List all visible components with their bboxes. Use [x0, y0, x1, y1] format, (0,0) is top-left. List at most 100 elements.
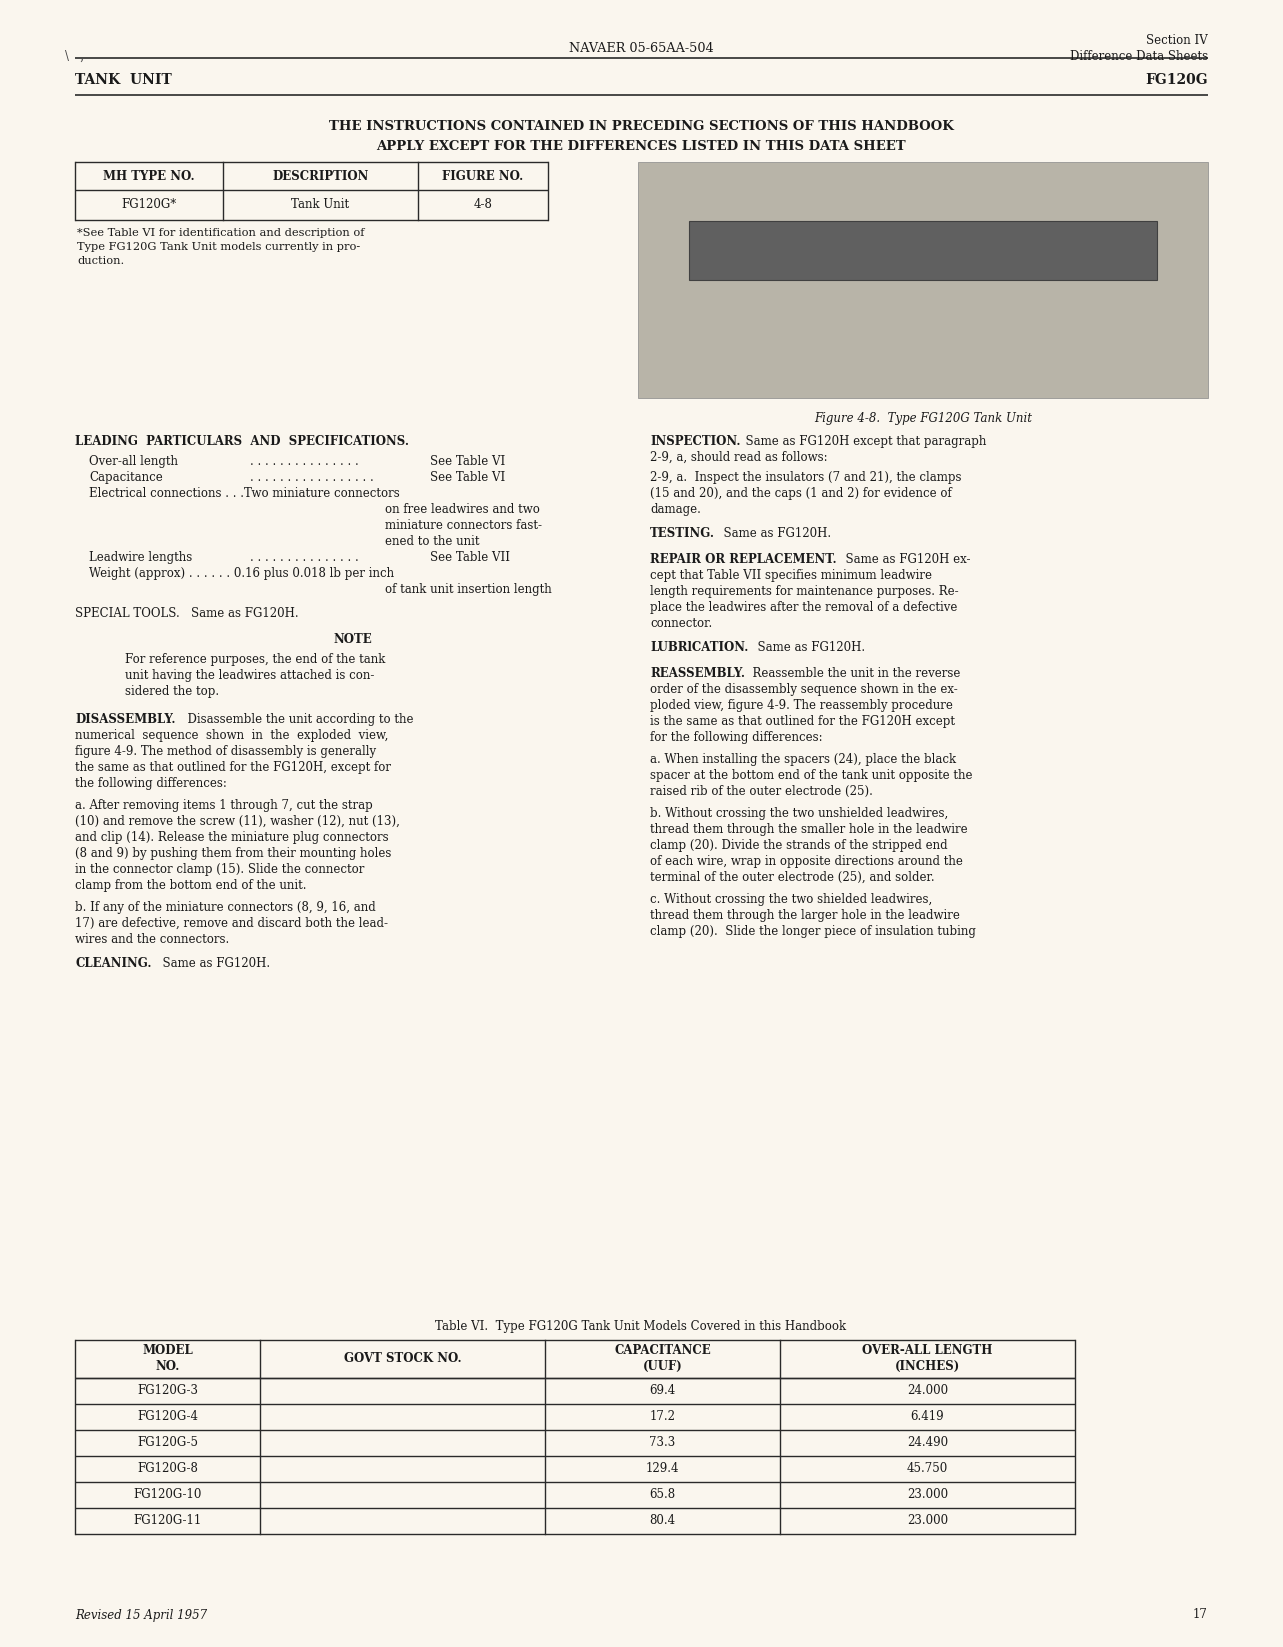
- Text: clamp from the bottom end of the unit.: clamp from the bottom end of the unit.: [74, 879, 307, 893]
- Text: spacer at the bottom end of the tank unit opposite the: spacer at the bottom end of the tank uni…: [650, 769, 973, 782]
- Text: FIGURE NO.: FIGURE NO.: [443, 170, 523, 183]
- Text: wires and the connectors.: wires and the connectors.: [74, 932, 230, 945]
- Text: sidered the top.: sidered the top.: [124, 685, 219, 698]
- Text: Leadwire lengths: Leadwire lengths: [89, 552, 192, 563]
- Text: ploded view, figure 4-9. The reassembly procedure: ploded view, figure 4-9. The reassembly …: [650, 698, 953, 712]
- Text: Type FG120G Tank Unit models currently in pro-: Type FG120G Tank Unit models currently i…: [77, 242, 361, 252]
- Text: *See Table VI for identification and description of: *See Table VI for identification and des…: [77, 227, 364, 239]
- Text: Capacitance: Capacitance: [89, 471, 163, 484]
- Text: raised rib of the outer electrode (25).: raised rib of the outer electrode (25).: [650, 786, 872, 799]
- Text: Same as FG120H except that paragraph: Same as FG120H except that paragraph: [738, 435, 987, 448]
- Text: \   ,: \ ,: [65, 49, 83, 63]
- Text: length requirements for maintenance purposes. Re-: length requirements for maintenance purp…: [650, 585, 958, 598]
- Text: . . . . . . . . . . . . . . . . .: . . . . . . . . . . . . . . . . .: [250, 471, 373, 484]
- Text: and clip (14). Release the miniature plug connectors: and clip (14). Release the miniature plu…: [74, 832, 389, 843]
- Text: clamp (20). Divide the strands of the stripped end: clamp (20). Divide the strands of the st…: [650, 838, 948, 851]
- Text: c. Without crossing the two shielded leadwires,: c. Without crossing the two shielded lea…: [650, 893, 933, 906]
- Text: duction.: duction.: [77, 255, 124, 267]
- Text: 24.490: 24.490: [907, 1436, 948, 1449]
- Text: 2-9, a.  Inspect the insulators (7 and 21), the clamps: 2-9, a. Inspect the insulators (7 and 21…: [650, 471, 961, 484]
- Text: CAPACITANCE: CAPACITANCE: [615, 1344, 711, 1357]
- Text: THE INSTRUCTIONS CONTAINED IN PRECEDING SECTIONS OF THIS HANDBOOK: THE INSTRUCTIONS CONTAINED IN PRECEDING …: [328, 120, 953, 133]
- Text: 24.000: 24.000: [907, 1385, 948, 1398]
- Text: 80.4: 80.4: [649, 1515, 676, 1527]
- Text: for the following differences:: for the following differences:: [650, 731, 822, 744]
- Text: (UUF): (UUF): [643, 1359, 683, 1372]
- Text: 4-8: 4-8: [473, 199, 493, 211]
- Text: numerical  sequence  shown  in  the  exploded  view,: numerical sequence shown in the exploded…: [74, 730, 389, 743]
- Text: INSPECTION.: INSPECTION.: [650, 435, 740, 448]
- Text: For reference purposes, the end of the tank: For reference purposes, the end of the t…: [124, 652, 385, 665]
- Text: b. Without crossing the two unshielded leadwires,: b. Without crossing the two unshielded l…: [650, 807, 948, 820]
- Text: DESCRIPTION: DESCRIPTION: [272, 170, 368, 183]
- Text: FG120G-4: FG120G-4: [137, 1410, 198, 1423]
- Text: Same as FG120H.: Same as FG120H.: [751, 641, 865, 654]
- Text: Same as FG120H.: Same as FG120H.: [155, 957, 271, 970]
- Text: damage.: damage.: [650, 502, 701, 516]
- Text: LEADING  PARTICULARS  AND  SPECIFICATIONS.: LEADING PARTICULARS AND SPECIFICATIONS.: [74, 435, 409, 448]
- Text: TESTING.: TESTING.: [650, 527, 715, 540]
- Text: Electrical connections . . .Two miniature connectors: Electrical connections . . .Two miniatur…: [89, 488, 400, 501]
- Text: SPECIAL TOOLS.   Same as FG120H.: SPECIAL TOOLS. Same as FG120H.: [74, 608, 299, 619]
- Text: connector.: connector.: [650, 618, 712, 631]
- Text: FG120G*: FG120G*: [122, 199, 177, 211]
- Text: See Table VI: See Table VI: [430, 455, 506, 468]
- Text: of tank unit insertion length: of tank unit insertion length: [385, 583, 552, 596]
- Text: 17) are defective, remove and discard both the lead-: 17) are defective, remove and discard bo…: [74, 917, 387, 931]
- Text: REPAIR OR REPLACEMENT.: REPAIR OR REPLACEMENT.: [650, 553, 837, 567]
- Text: 129.4: 129.4: [645, 1463, 679, 1476]
- Text: MODEL: MODEL: [142, 1344, 192, 1357]
- Bar: [689, 221, 1157, 280]
- Text: 17: 17: [1193, 1609, 1209, 1622]
- Text: LUBRlCATION.: LUBRlCATION.: [650, 641, 748, 654]
- Text: GOVT STOCK NO.: GOVT STOCK NO.: [344, 1352, 462, 1365]
- Text: 23.000: 23.000: [907, 1515, 948, 1527]
- Text: miniature connectors fast-: miniature connectors fast-: [385, 519, 541, 532]
- Text: Reassemble the unit in the reverse: Reassemble the unit in the reverse: [745, 667, 961, 680]
- Text: in the connector clamp (15). Slide the connector: in the connector clamp (15). Slide the c…: [74, 863, 364, 876]
- Text: Difference Data Sheets: Difference Data Sheets: [1070, 49, 1209, 63]
- Text: (8 and 9) by pushing them from their mounting holes: (8 and 9) by pushing them from their mou…: [74, 847, 391, 860]
- Text: APPLY EXCEPT FOR THE DIFFERENCES LISTED IN THIS DATA SHEET: APPLY EXCEPT FOR THE DIFFERENCES LISTED …: [376, 140, 906, 153]
- Text: Same as FG120H.: Same as FG120H.: [716, 527, 831, 540]
- Text: is the same as that outlined for the FG120H except: is the same as that outlined for the FG1…: [650, 715, 955, 728]
- Text: b. If any of the miniature connectors (8, 9, 16, and: b. If any of the miniature connectors (8…: [74, 901, 376, 914]
- Text: Same as FG120H ex-: Same as FG120H ex-: [838, 553, 970, 567]
- Text: thread them through the larger hole in the leadwire: thread them through the larger hole in t…: [650, 909, 960, 922]
- Text: 23.000: 23.000: [907, 1489, 948, 1502]
- Text: of each wire, wrap in opposite directions around the: of each wire, wrap in opposite direction…: [650, 855, 962, 868]
- Text: a. After removing items 1 through 7, cut the strap: a. After removing items 1 through 7, cut…: [74, 799, 373, 812]
- Text: (10) and remove the screw (11), washer (12), nut (13),: (10) and remove the screw (11), washer (…: [74, 815, 400, 828]
- Text: REASSEMBLY.: REASSEMBLY.: [650, 667, 745, 680]
- Text: cept that Table VII specifies minimum leadwire: cept that Table VII specifies minimum le…: [650, 568, 931, 581]
- Text: Tank Unit: Tank Unit: [291, 199, 349, 211]
- Text: ened to the unit: ened to the unit: [385, 535, 480, 548]
- Text: thread them through the smaller hole in the leadwire: thread them through the smaller hole in …: [650, 824, 967, 837]
- Text: DISASSEMBLY.: DISASSEMBLY.: [74, 713, 176, 726]
- Text: FG120G-5: FG120G-5: [137, 1436, 198, 1449]
- Text: . . . . . . . . . . . . . . .: . . . . . . . . . . . . . . .: [250, 552, 359, 563]
- Text: Section IV: Section IV: [1146, 35, 1209, 48]
- Bar: [638, 161, 1209, 399]
- Text: TANK  UNIT: TANK UNIT: [74, 72, 172, 87]
- Text: unit having the leadwires attached is con-: unit having the leadwires attached is co…: [124, 669, 375, 682]
- Text: Figure 4-8.  Type FG120G Tank Unit: Figure 4-8. Type FG120G Tank Unit: [813, 412, 1032, 425]
- Text: 73.3: 73.3: [649, 1436, 676, 1449]
- Text: on free leadwires and two: on free leadwires and two: [385, 502, 540, 516]
- Text: NAVAER 05-65AA-504: NAVAER 05-65AA-504: [568, 41, 713, 54]
- Text: (15 and 20), and the caps (1 and 2) for evidence of: (15 and 20), and the caps (1 and 2) for …: [650, 488, 952, 501]
- Text: 69.4: 69.4: [649, 1385, 676, 1398]
- Text: Disassemble the unit according to the: Disassemble the unit according to the: [180, 713, 413, 726]
- Text: FG120G: FG120G: [1146, 72, 1209, 87]
- Text: (INCHES): (INCHES): [894, 1359, 960, 1372]
- Text: FG120G-11: FG120G-11: [133, 1515, 201, 1527]
- Text: Table VI.  Type FG120G Tank Unit Models Covered in this Handbook: Table VI. Type FG120G Tank Unit Models C…: [435, 1319, 847, 1332]
- Text: FG120G-8: FG120G-8: [137, 1463, 198, 1476]
- Text: See Table VI: See Table VI: [430, 471, 506, 484]
- Text: 6.419: 6.419: [911, 1410, 944, 1423]
- Text: CLEANING.: CLEANING.: [74, 957, 151, 970]
- Text: order of the disassembly sequence shown in the ex-: order of the disassembly sequence shown …: [650, 684, 957, 697]
- Text: Over-all length: Over-all length: [89, 455, 178, 468]
- Text: Revised 15 April 1957: Revised 15 April 1957: [74, 1609, 207, 1622]
- Text: 2-9, a, should read as follows:: 2-9, a, should read as follows:: [650, 451, 828, 464]
